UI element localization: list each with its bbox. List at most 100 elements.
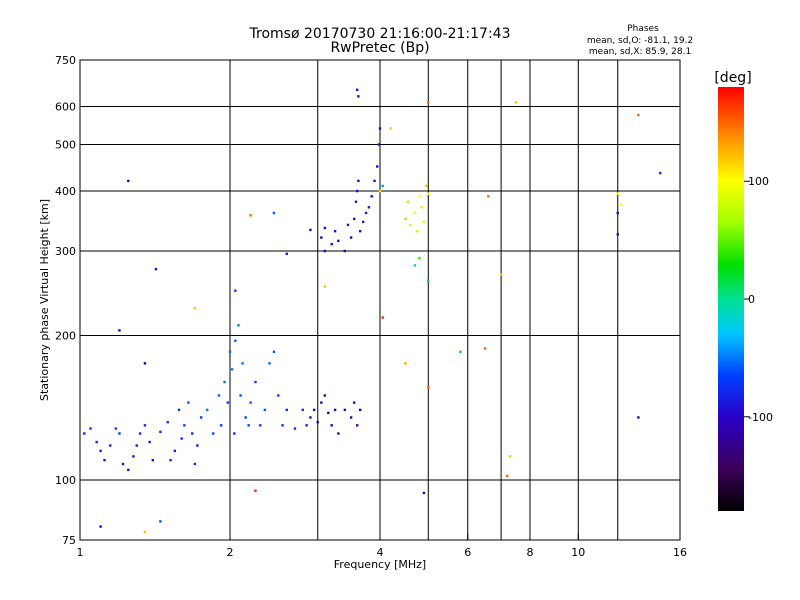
data-point <box>427 386 430 389</box>
data-point <box>154 267 158 271</box>
data-point <box>127 468 130 472</box>
data-point <box>378 189 382 193</box>
data-point <box>191 432 194 435</box>
data-point <box>357 179 360 183</box>
data-point <box>193 462 197 466</box>
data-point <box>234 289 237 292</box>
data-point <box>277 394 280 397</box>
data-point <box>409 223 412 227</box>
data-point <box>373 179 376 183</box>
phases-o-stats: mean, sd,O: -81.1, 19.2 <box>587 36 693 46</box>
data-point <box>309 228 312 232</box>
data-point <box>616 192 619 195</box>
x-axis-label: Frequency [MHz] <box>334 558 426 571</box>
data-point <box>166 420 169 424</box>
data-point <box>259 424 262 427</box>
data-point <box>159 520 162 523</box>
data-point <box>247 424 250 427</box>
data-point <box>352 217 356 221</box>
data-point <box>223 380 226 384</box>
data-point <box>343 249 347 253</box>
data-point <box>173 449 177 453</box>
data-point <box>89 427 92 430</box>
y-axis-label: Stationary phase Virtual Height [km] <box>38 199 51 401</box>
data-point <box>337 239 340 243</box>
data-point <box>330 424 333 427</box>
data-point <box>241 362 244 365</box>
data-point <box>143 362 147 365</box>
data-point <box>285 252 288 256</box>
data-point <box>323 249 327 253</box>
data-point <box>658 171 662 175</box>
data-point <box>217 394 221 397</box>
data-point <box>415 229 419 233</box>
data-point <box>459 350 462 353</box>
data-point <box>233 432 236 435</box>
data-point <box>95 440 98 444</box>
data-point <box>301 408 305 412</box>
data-points <box>83 88 662 534</box>
x-tick-label: 2 <box>227 546 234 559</box>
data-point <box>228 350 232 353</box>
data-point <box>620 203 623 206</box>
data-point <box>354 200 358 203</box>
data-point <box>272 211 276 215</box>
data-point <box>361 220 365 224</box>
data-point <box>118 329 121 332</box>
data-point <box>249 214 252 217</box>
y-tick-label: 100 <box>55 474 76 487</box>
data-point <box>357 95 360 98</box>
data-point <box>193 307 197 310</box>
data-point <box>376 165 379 168</box>
data-point <box>355 424 359 427</box>
data-point <box>637 416 640 419</box>
data-point <box>143 530 147 534</box>
data-point <box>211 432 215 435</box>
colorbar-tick-label: -100 <box>748 411 773 424</box>
y-tick-label: 75 <box>62 534 76 547</box>
phases-title: Phases <box>627 24 659 34</box>
chart-subtitle: RwPretec (Bp) <box>330 40 429 56</box>
data-point <box>281 424 284 427</box>
data-point <box>420 206 423 209</box>
data-point <box>234 339 237 343</box>
data-point <box>413 211 417 215</box>
data-point <box>427 101 430 104</box>
data-point <box>427 279 430 283</box>
colorbar-label: [deg] <box>714 70 751 86</box>
data-point <box>381 184 384 188</box>
data-point <box>183 424 186 427</box>
x-tick-label: 6 <box>464 546 471 559</box>
x-tick-label: 4 <box>377 546 384 559</box>
data-point <box>254 380 257 384</box>
data-point <box>364 211 368 215</box>
data-point <box>132 455 135 458</box>
data-point <box>114 427 118 430</box>
data-point <box>355 88 359 92</box>
data-point <box>103 458 106 462</box>
data-point <box>226 401 230 404</box>
data-point <box>169 458 172 462</box>
data-point <box>404 217 407 221</box>
data-point <box>427 192 430 195</box>
data-point <box>358 229 362 233</box>
y-tick-label: 600 <box>55 101 76 114</box>
data-point <box>293 427 297 430</box>
data-point <box>187 401 190 404</box>
phases-x-stats: mean, sd,X: 85.9, 28.1 <box>589 47 691 57</box>
data-point <box>249 401 252 404</box>
x-tick-label: 1 <box>77 546 84 559</box>
data-point <box>377 143 381 146</box>
data-point <box>389 127 392 130</box>
data-point <box>346 223 350 227</box>
data-point <box>135 444 138 447</box>
y-axis-ticks: 75 100 200 300 400 500 600 750 <box>55 54 76 547</box>
data-point <box>616 233 619 236</box>
data-point <box>370 195 373 198</box>
data-point <box>343 408 347 412</box>
data-point <box>330 242 333 246</box>
data-point <box>121 462 125 466</box>
x-tick-label: 10 <box>571 546 585 559</box>
data-point <box>237 324 240 327</box>
